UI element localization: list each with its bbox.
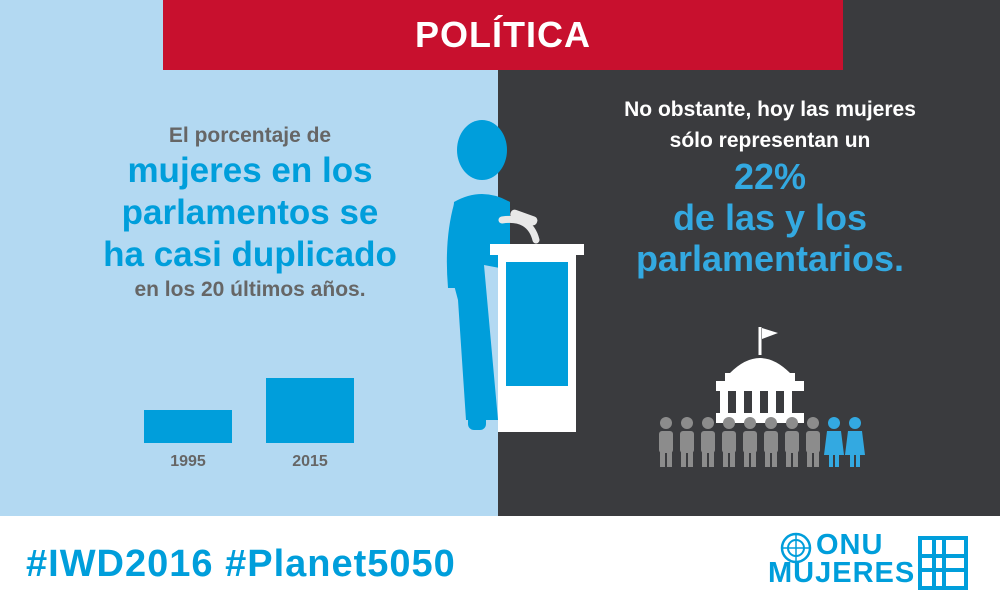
left-highlight-1: mujeres en los: [127, 151, 373, 190]
right-line-2: sólo representan un: [669, 129, 871, 152]
section-banner: POLÍTICA: [163, 0, 843, 70]
left-highlight-2: parlamentos se: [121, 193, 379, 232]
bar-1995: [144, 410, 232, 443]
footer-hashtags: #IWD2016 #Planet5050: [26, 543, 456, 585]
woman-speaker-icon: [446, 120, 584, 432]
banner-title: POLÍTICA: [415, 14, 591, 55]
logo-mujeres-text: MUJERES: [768, 557, 916, 589]
right-panel: [498, 0, 1000, 516]
right-line-1: No obstante, hoy las mujeres: [624, 98, 916, 121]
logo-onu-text: ONU: [816, 529, 884, 561]
bar-label-1995: 1995: [170, 453, 206, 470]
parliament-building-icon: [659, 327, 865, 467]
un-emblem-icon: [780, 532, 812, 564]
people-row-icon: [659, 417, 865, 467]
bar-label-2015: 2015: [292, 453, 328, 470]
left-statement: El porcentaje de mujeres en los parlamen…: [30, 122, 470, 304]
right-highlight-1: de las y los: [672, 197, 868, 238]
bar-2015: [266, 378, 354, 443]
left-panel: [0, 0, 498, 516]
onu-mujeres-logo: ONU MUJERES: [768, 526, 978, 592]
right-statement: No obstante, hoy las mujeres sólo repres…: [570, 94, 970, 279]
left-line-1: El porcentaje de: [168, 124, 332, 147]
left-highlight-3: ha casi duplicado: [103, 235, 397, 274]
women-symbol-icon: [918, 536, 968, 590]
right-percent: 22%: [733, 156, 807, 197]
right-highlight-2: parlamentarios.: [635, 238, 905, 279]
left-line-2: en los 20 últimos años.: [134, 278, 366, 301]
